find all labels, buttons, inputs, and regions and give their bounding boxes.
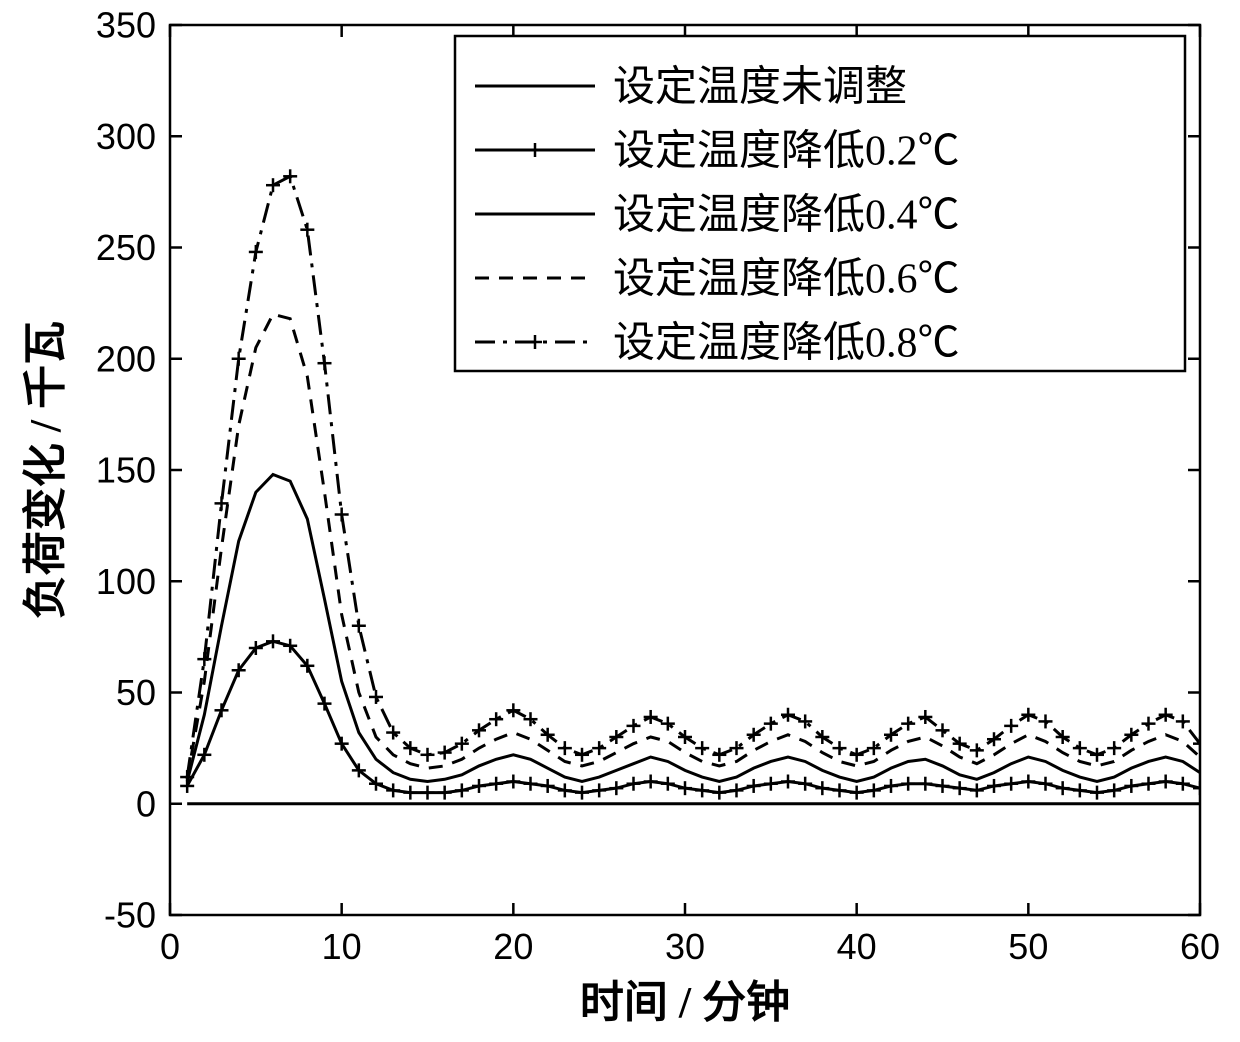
legend: 设定温度未调整设定温度降低0.2℃ 设定温度降低0.4℃ 设定温度降低0.6℃ 设定温… (455, 36, 1185, 371)
line-chart: 0102030405060-50050100150200250300350时间 … (0, 0, 1240, 1042)
y-tick-label: 200 (96, 338, 156, 379)
y-tick-label: 150 (96, 450, 156, 491)
x-tick-label: 0 (160, 926, 180, 967)
chart-container: 0102030405060-50050100150200250300350时间 … (0, 0, 1240, 1042)
y-tick-label: 0 (136, 783, 156, 824)
x-tick-label: 60 (1180, 926, 1220, 967)
x-axis-title: 时间 / 分钟 (580, 978, 790, 1027)
x-tick-label: 40 (837, 926, 877, 967)
legend-label: 设定温度降低0.2℃ (613, 128, 960, 175)
x-tick-label: 20 (493, 926, 533, 967)
y-tick-label: 350 (96, 5, 156, 46)
x-tick-label: 30 (665, 926, 705, 967)
series-minus06 (187, 314, 1200, 779)
x-tick-label: 10 (322, 926, 362, 967)
y-tick-label: 100 (96, 561, 156, 602)
x-tick-label: 50 (1008, 926, 1048, 967)
y-tick-label: 300 (96, 116, 156, 157)
legend-label: 设定温度降低0.4℃ (613, 192, 960, 239)
y-tick-label: -50 (104, 895, 156, 936)
legend-label: 设定温度未调整 (613, 64, 907, 111)
y-tick-label: 250 (96, 227, 156, 268)
y-axis-title: 负荷变化 / 千瓦 (21, 321, 70, 619)
legend-label: 设定温度降低0.6℃ (613, 256, 960, 303)
legend-label: 设定温度降低0.8℃ (613, 320, 960, 367)
y-tick-label: 50 (116, 672, 156, 713)
